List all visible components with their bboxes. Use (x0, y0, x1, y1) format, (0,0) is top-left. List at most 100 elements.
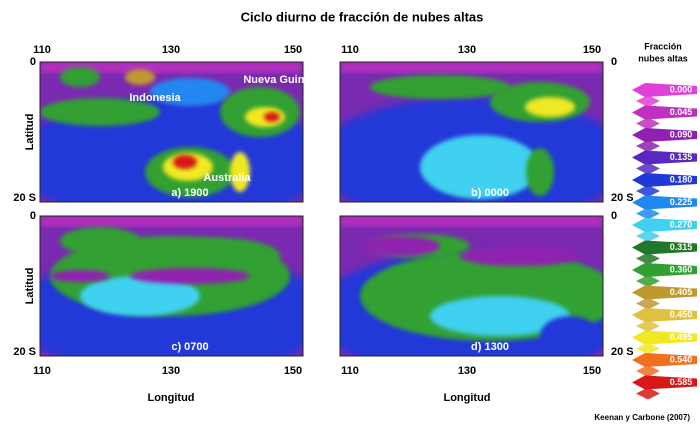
lon-tick-label: 110 (33, 365, 51, 377)
map-region (40, 216, 303, 226)
legend-swatch (632, 218, 697, 232)
panel-label: c) 0700 (171, 341, 208, 353)
lon-tick-label: 150 (583, 365, 601, 377)
legend-label: 0.045 (670, 107, 693, 117)
lat-axis-label: Latitud (24, 268, 36, 305)
map-region (340, 216, 603, 226)
map-region (173, 155, 197, 169)
lat-tick-label: 20 S (13, 192, 36, 204)
legend-swatch (632, 105, 697, 120)
panel-label: d) 1300 (471, 341, 509, 353)
legend-label: 0.225 (670, 197, 693, 207)
legend-label: 0.270 (670, 219, 693, 229)
lat-tick-label: 20 S (13, 346, 36, 358)
map-region (340, 62, 603, 72)
legend-swatch (636, 95, 660, 107)
lat-tick-label: 0 (30, 210, 36, 222)
map-region (130, 268, 250, 284)
map-panel (40, 216, 303, 356)
map-panel (340, 62, 603, 202)
place-label: Indonesia (129, 92, 181, 104)
panel-label: b) 0000 (471, 187, 509, 199)
legend-title: Fracción (644, 41, 682, 51)
map-frame (39, 61, 304, 203)
map-region (360, 236, 440, 256)
map-region (540, 316, 600, 356)
legend-swatch (636, 297, 660, 310)
map-region (370, 75, 510, 99)
map-region (430, 296, 570, 336)
legend-label: 0.450 (670, 309, 693, 319)
lat-tick-label: 0 (611, 56, 617, 68)
map-panel (340, 216, 603, 356)
legend-swatch (636, 365, 660, 377)
lon-tick-label: 150 (284, 365, 302, 377)
place-label: Nueva Guinea (243, 74, 317, 86)
lon-tick-label: 130 (458, 44, 476, 56)
legend-swatch (632, 263, 697, 277)
legend-label: 0.360 (670, 264, 693, 274)
legend-swatch (632, 83, 697, 97)
map-panel (40, 62, 303, 202)
map-frame (39, 215, 304, 357)
legend-swatch (632, 353, 697, 367)
legend-swatch (632, 285, 697, 300)
legend-swatch (636, 275, 660, 287)
legend-swatch (636, 230, 660, 242)
legend-swatch (636, 342, 660, 355)
map-frame (339, 215, 604, 357)
lon-tick-label: 110 (341, 365, 359, 377)
lat-axis-label: Latitud (24, 114, 36, 151)
map-region (230, 152, 250, 192)
legend-label: 0.135 (670, 152, 693, 162)
map-region (40, 62, 303, 72)
legend-swatch (636, 252, 660, 265)
legend-swatch (636, 387, 660, 400)
legend-label: 0.405 (670, 287, 693, 297)
lon-tick-label: 150 (583, 44, 601, 56)
map-region (420, 135, 540, 199)
map-region (40, 98, 160, 126)
lon-tick-label: 130 (162, 365, 180, 377)
map-region (460, 246, 580, 266)
legend-swatch (632, 308, 697, 322)
legend-swatch (632, 375, 697, 390)
map-region (264, 112, 280, 122)
map-region (50, 270, 110, 282)
legend-label: 0.180 (670, 174, 693, 184)
lon-tick-label: 150 (284, 44, 302, 56)
lat-tick-label: 20 S (611, 192, 634, 204)
lon-tick-label: 130 (162, 44, 180, 56)
legend-label: 0.495 (670, 332, 693, 342)
map-region (526, 148, 554, 196)
legend-swatch (636, 117, 660, 130)
legend-label: 0.315 (670, 242, 693, 252)
legend-swatch (636, 140, 660, 152)
map-region (80, 276, 200, 316)
legend-label: 0.585 (670, 377, 693, 387)
lat-tick-label: 0 (611, 210, 617, 222)
map-frame (339, 61, 604, 203)
map-region (150, 78, 230, 106)
lon-tick-label: 110 (341, 44, 359, 56)
lon-tick-label: 130 (458, 365, 476, 377)
lon-axis-label: Longitud (147, 392, 194, 404)
legend-swatch (636, 185, 660, 197)
legend-swatch (632, 240, 697, 255)
legend-swatch (636, 162, 660, 175)
legend-swatch (636, 320, 660, 332)
legend-swatch (632, 195, 697, 210)
credit: Keenan y Carbone (2007) (594, 413, 690, 422)
map-region (60, 227, 140, 255)
place-label: Australia (203, 172, 251, 184)
legend-swatch (632, 150, 697, 165)
legend-swatch (632, 173, 697, 187)
panel-label: a) 1900 (171, 187, 208, 199)
legend-label: 0.540 (670, 354, 693, 364)
legend-label: 0.000 (670, 84, 693, 94)
lat-tick-label: 0 (30, 56, 36, 68)
legend-swatch (636, 207, 660, 220)
legend-swatch (632, 128, 697, 142)
lon-axis-label: Longitud (443, 392, 490, 404)
